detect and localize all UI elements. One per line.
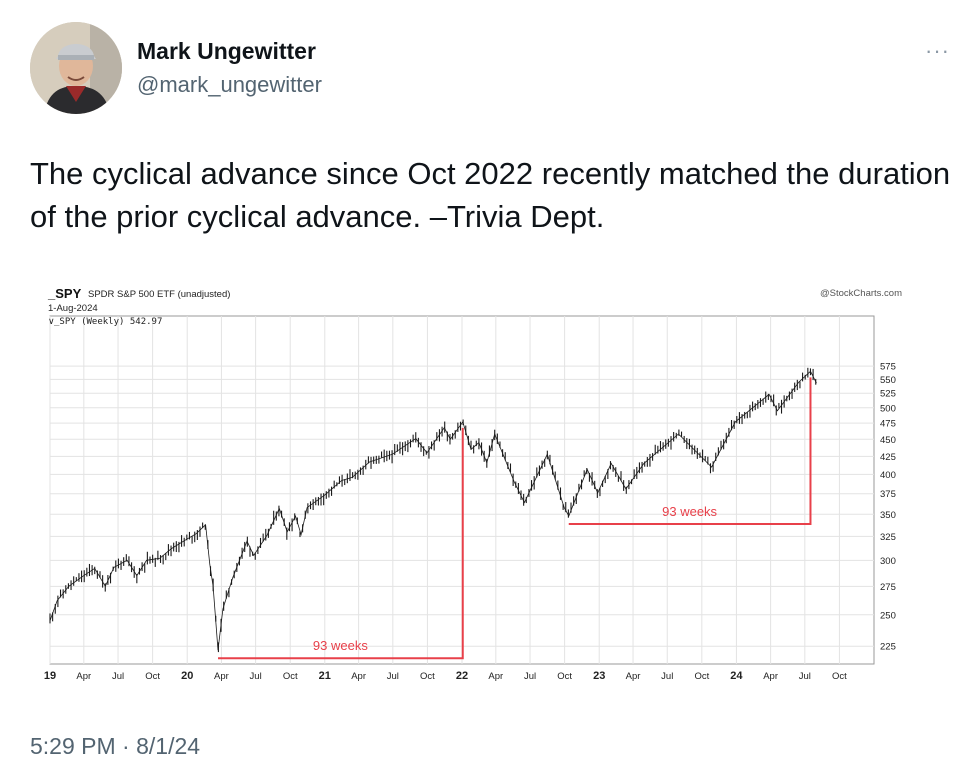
stock-chart: _SPY SPDR S&P 500 ETF (unadjusted) 1-Aug… [44, 286, 902, 682]
x-tick-label: Apr [351, 671, 366, 682]
tweet-timestamp[interactable]: 5:29 PM · 8/1/24 [30, 733, 201, 759]
price-line [49, 370, 817, 651]
chart-subtitle: SPDR S&P 500 ETF (unadjusted) [88, 289, 230, 300]
x-tick-label: Apr [488, 671, 503, 682]
x-tick-label: Oct [283, 671, 298, 682]
x-tick-label: Apr [626, 671, 641, 682]
duration-label: 93 weeks [662, 504, 717, 519]
y-tick-label: 425 [880, 452, 896, 463]
x-tick-label: 20 [181, 670, 193, 682]
y-tick-label: 525 [880, 389, 896, 400]
x-tick-label: Oct [145, 671, 160, 682]
duration-bracket [218, 427, 464, 660]
x-tick-label: Apr [214, 671, 229, 682]
author-name[interactable]: Mark Ungewitter [137, 38, 316, 64]
chart-legend: _SPY (Weekly) 542.97 [54, 317, 162, 327]
y-tick-label: 325 [880, 532, 896, 543]
x-tick-label: Jul [661, 671, 673, 682]
x-tick-label: Jul [387, 671, 399, 682]
y-tick-label: 275 [880, 582, 896, 593]
avatar[interactable] [30, 22, 122, 114]
x-tick-label: 22 [456, 670, 468, 682]
x-tick-label: Oct [420, 671, 435, 682]
y-tick-label: 300 [880, 556, 896, 567]
author-handle[interactable]: @mark_ungewitter [137, 72, 322, 97]
x-tick-label: Oct [832, 671, 847, 682]
y-tick-label: 400 [880, 470, 896, 481]
y-tick-label: 375 [880, 489, 896, 500]
chart-date-label: 1-Aug-2024 [48, 303, 98, 314]
duration-label: 93 weeks [313, 638, 368, 653]
x-tick-label: 19 [44, 670, 56, 682]
y-tick-label: 450 [880, 435, 896, 446]
tweet-text: The cyclical advance since Oct 2022 rece… [30, 156, 951, 234]
x-tick-label: 21 [319, 670, 331, 682]
y-tick-label: 550 [880, 375, 896, 386]
user-avatar-photo-icon [30, 22, 122, 114]
x-tick-label: Jul [524, 671, 536, 682]
x-tick-label: Apr [76, 671, 91, 682]
x-tick-label: Jul [112, 671, 124, 682]
x-tick-label: Oct [694, 671, 709, 682]
y-tick-label: 475 [880, 419, 896, 430]
x-tick-label: 23 [593, 670, 605, 682]
x-tick-label: Jul [250, 671, 262, 682]
more-options-button[interactable]: ··· [925, 38, 950, 63]
y-tick-label: 250 [880, 610, 896, 621]
x-tick-label: 24 [730, 670, 743, 682]
duration-bracket [568, 377, 812, 526]
y-tick-label: 575 [880, 362, 896, 373]
chart-watermark: @StockCharts.com [820, 288, 902, 299]
x-tick-label: Apr [763, 671, 778, 682]
y-tick-label: 350 [880, 510, 896, 521]
y-tick-label: 500 [880, 403, 896, 414]
y-tick-label: 225 [880, 642, 896, 653]
chart-title: _SPY [47, 286, 82, 301]
chart-legend-marker-icon: ∨ [48, 317, 55, 327]
x-tick-label: Jul [799, 671, 811, 682]
x-tick-label: Oct [557, 671, 572, 682]
